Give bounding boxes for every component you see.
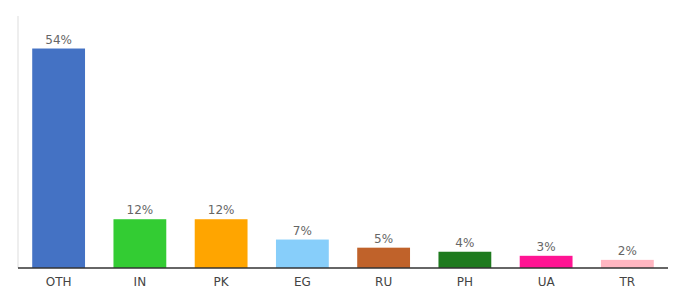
bar [601, 260, 654, 268]
data-label: 7% [293, 224, 312, 238]
bar [438, 252, 491, 268]
data-label: 2% [618, 244, 637, 258]
x-tick-label: IN [134, 275, 147, 289]
data-label: 4% [455, 236, 474, 250]
data-label: 3% [537, 240, 556, 254]
x-axis-line [18, 267, 668, 269]
x-tick-label: PH [457, 275, 473, 289]
x-tick-label: PK [214, 275, 230, 289]
chart: 54% 12% 12% 7% 5% 4% 3% 2% OTH IN PK EG RU PH UA TR [0, 0, 680, 300]
bar [32, 49, 85, 268]
data-label: 5% [374, 232, 393, 246]
bar [195, 219, 248, 268]
bar [520, 256, 573, 268]
data-label: 12% [127, 203, 154, 217]
chart-container: 54% 12% 12% 7% 5% 4% 3% 2% OTH IN PK EG RU PH UA TR [0, 0, 680, 300]
x-tick-label: EG [294, 275, 311, 289]
data-label: 12% [208, 203, 235, 217]
y-axis-line [18, 16, 19, 268]
bar [276, 240, 329, 268]
x-tick-label: OTH [46, 275, 72, 289]
x-tick-label: TR [619, 275, 636, 289]
bar [357, 248, 410, 268]
bar [113, 219, 166, 268]
x-tick-label: UA [538, 275, 556, 289]
x-tick-label: RU [375, 275, 392, 289]
bars [32, 49, 654, 268]
data-label: 54% [45, 33, 72, 47]
